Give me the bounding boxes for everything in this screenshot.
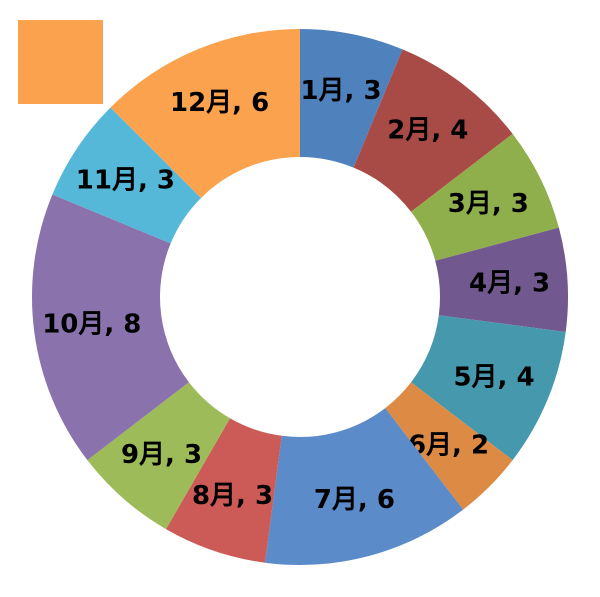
segment-label-5月: 5月, 4	[453, 362, 534, 392]
donut-segment-3月[interactable]	[411, 133, 559, 261]
segment-label-12月: 12月, 6	[170, 88, 269, 118]
segment-label-4月: 4月, 3	[469, 268, 550, 298]
donut-segment-7月[interactable]	[265, 408, 464, 566]
donut-segment-9月[interactable]	[87, 382, 230, 530]
segment-label-1月: 1月, 3	[300, 76, 381, 106]
segment-label-9月: 9月, 3	[121, 440, 202, 470]
donut-segment-8月[interactable]	[166, 418, 282, 563]
donut-segment-11月[interactable]	[52, 107, 202, 244]
donut-segment-12月[interactable]	[110, 29, 301, 199]
segment-label-11月: 11月, 3	[76, 165, 175, 195]
donut-segment-5月[interactable]	[411, 315, 566, 461]
donut-segment-4月[interactable]	[435, 227, 569, 332]
donut-segment-1月[interactable]	[300, 29, 403, 168]
donut-segment-6月[interactable]	[385, 382, 513, 510]
segment-label-10月: 10月, 8	[42, 309, 141, 339]
donut-segment-10月[interactable]	[31, 194, 189, 461]
segment-label-7月: 7月, 6	[314, 485, 395, 515]
segment-label-8月: 8月, 3	[192, 481, 273, 511]
segment-label-3月: 3月, 3	[448, 189, 529, 219]
donut-segment-2月[interactable]	[353, 49, 513, 212]
orange-square-shape[interactable]	[18, 20, 103, 104]
segment-label-2月: 2月, 4	[387, 115, 468, 145]
